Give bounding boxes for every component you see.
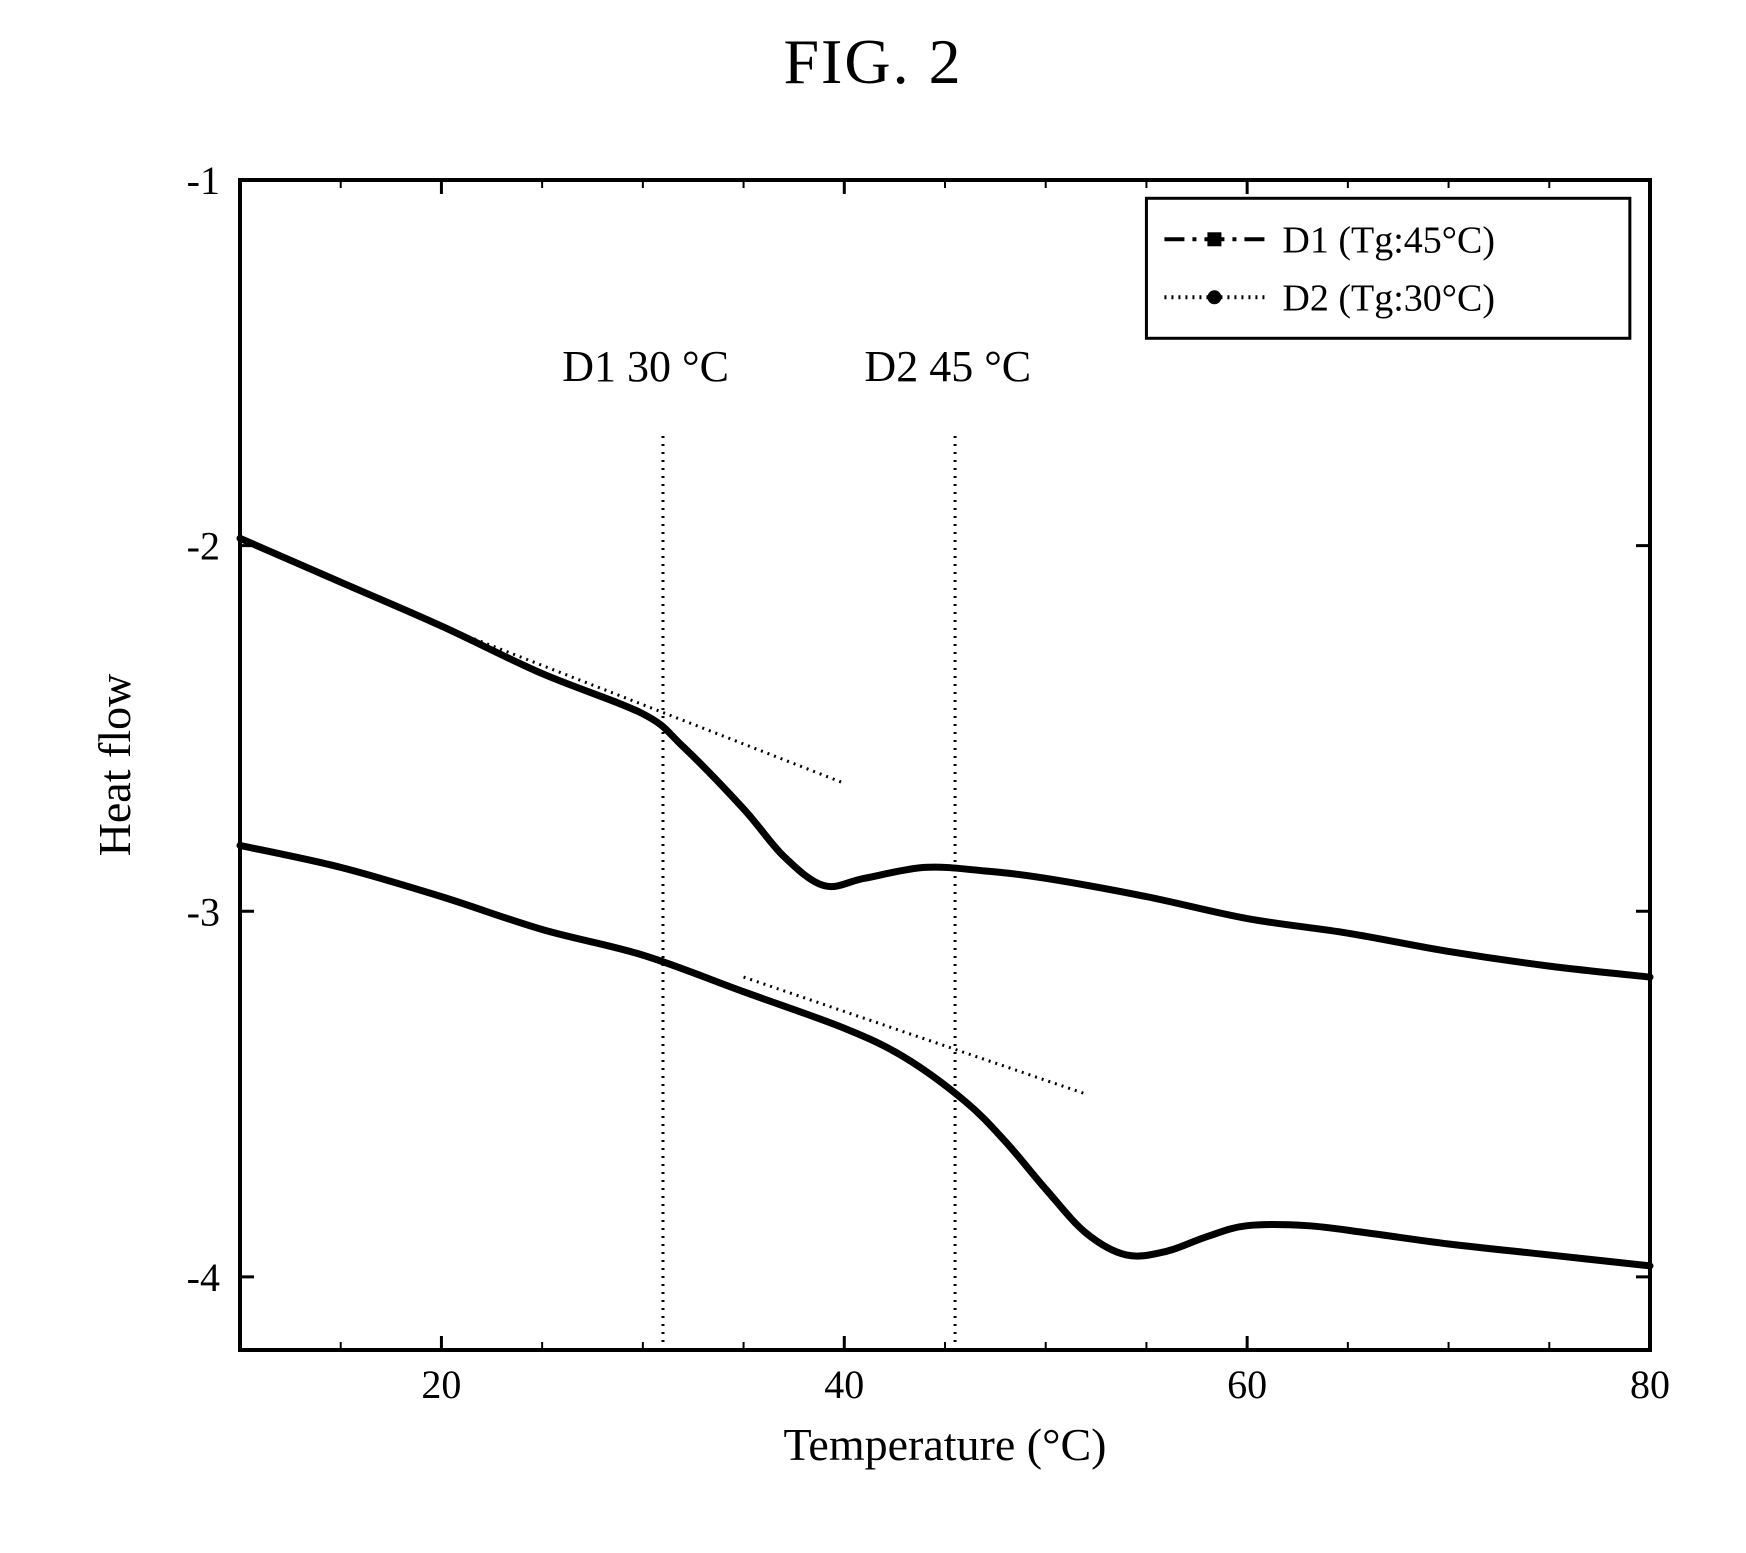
svg-text:Heat flow: Heat flow: [89, 673, 140, 856]
svg-text:-2: -2: [187, 524, 220, 569]
svg-text:20: 20: [421, 1362, 461, 1407]
dsc-chart: 20 40 60 80 -1 -2 -3 -4 Temperature (°C) Heat flo…: [70, 150, 1690, 1510]
svg-text:D2 (Tg:30°C): D2 (Tg:30°C): [1282, 277, 1495, 319]
svg-text:Temperature (°C): Temperature (°C): [784, 1419, 1107, 1470]
svg-text:80: 80: [1630, 1362, 1670, 1407]
svg-text:D1 30 °C: D1 30 °C: [562, 342, 729, 391]
svg-text:60: 60: [1227, 1362, 1267, 1407]
page: FIG. 2 20 40 60 80 -1 -2 -3 -4 Temperature (°C) H…: [0, 0, 1746, 1553]
chart-container: 20 40 60 80 -1 -2 -3 -4 Temperature (°C) Heat flo…: [70, 150, 1690, 1510]
svg-text:-1: -1: [187, 158, 220, 203]
svg-text:40: 40: [824, 1362, 864, 1407]
svg-text:-3: -3: [187, 889, 220, 934]
svg-text:-4: -4: [187, 1255, 220, 1300]
figure-title: FIG. 2: [0, 25, 1746, 99]
svg-text:D2 45 °C: D2 45 °C: [864, 342, 1031, 391]
svg-text:D1 (Tg:45°C): D1 (Tg:45°C): [1282, 219, 1495, 261]
